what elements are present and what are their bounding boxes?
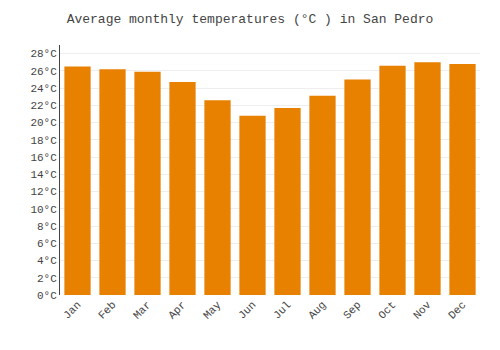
svg-text:28°C: 28°C <box>30 48 57 60</box>
svg-text:6°C: 6°C <box>37 238 57 250</box>
svg-text:8°C: 8°C <box>37 221 57 233</box>
svg-text:Sep: Sep <box>341 299 363 321</box>
svg-text:16°C: 16°C <box>30 152 57 164</box>
svg-text:May: May <box>201 299 224 322</box>
svg-text:Feb: Feb <box>96 299 118 321</box>
svg-text:Oct: Oct <box>376 299 398 321</box>
svg-text:20°C: 20°C <box>30 117 57 129</box>
svg-text:24°C: 24°C <box>30 83 57 95</box>
svg-text:2°C: 2°C <box>37 273 57 285</box>
svg-text:Dec: Dec <box>446 299 468 321</box>
svg-text:Aug: Aug <box>306 299 328 321</box>
svg-text:Nov: Nov <box>411 299 434 322</box>
svg-text:4°C: 4°C <box>37 255 57 267</box>
svg-text:0°C: 0°C <box>37 290 57 302</box>
svg-text:22°C: 22°C <box>30 100 57 112</box>
svg-text:18°C: 18°C <box>30 135 57 147</box>
svg-text:Apr: Apr <box>166 299 188 321</box>
svg-text:Jan: Jan <box>61 299 83 321</box>
svg-text:Jul: Jul <box>271 299 293 321</box>
svg-text:10°C: 10°C <box>30 204 57 216</box>
svg-text:12°C: 12°C <box>30 186 57 198</box>
svg-text:14°C: 14°C <box>30 169 57 181</box>
svg-text:Jun: Jun <box>236 299 258 321</box>
svg-text:26°C: 26°C <box>30 66 57 78</box>
svg-text:Average monthly temperatures (: Average monthly temperatures (°C ) in Sa… <box>67 12 434 27</box>
svg-text:Mar: Mar <box>131 299 153 321</box>
